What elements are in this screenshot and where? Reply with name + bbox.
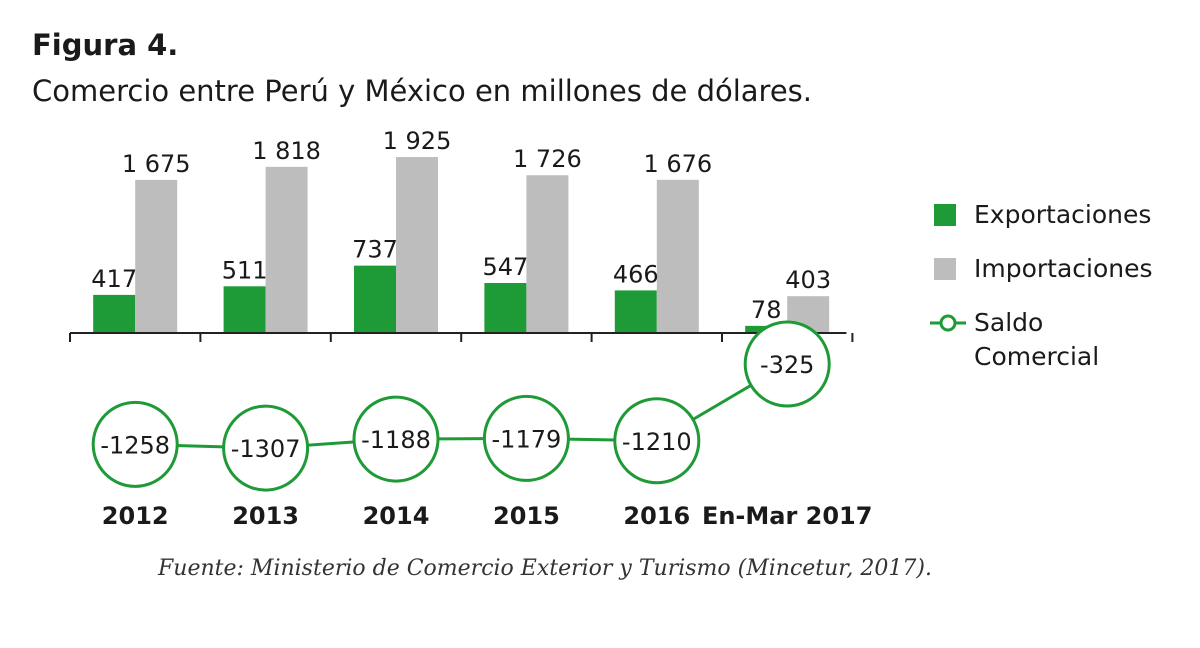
label-balance-4: -1210 <box>622 428 692 456</box>
legend-item-imports: Importaciones <box>930 252 1180 286</box>
label-balance-5: -325 <box>760 351 814 379</box>
legend-label-imports: Importaciones <box>974 254 1153 283</box>
balance-point-4 <box>613 397 701 485</box>
balance-point-0 <box>91 400 179 488</box>
labels-layer: 417 1 675 2012 511 1 818 2013 737 1 925 2014 547 1… <box>91 127 872 530</box>
legend-swatch-balance <box>930 314 966 332</box>
label-imports-4: 1 676 <box>643 150 712 178</box>
balance-point-3 <box>482 394 570 482</box>
label-exports-3: 547 <box>482 253 528 281</box>
bar-imports-1 <box>265 166 308 333</box>
bar-exports-0 <box>93 294 136 333</box>
balance-point-2 <box>352 395 440 483</box>
label-imports-1: 1 818 <box>252 137 321 165</box>
bars-layer <box>93 157 830 333</box>
tick-label-4: 2016 <box>623 502 690 530</box>
label-exports-2: 737 <box>352 236 398 264</box>
bar-imports-3 <box>526 175 569 333</box>
label-balance-2: -1188 <box>361 426 431 454</box>
legend-label-balance-1: Saldo <box>974 308 1044 337</box>
label-imports-3: 1 726 <box>513 145 582 173</box>
x-axis <box>69 332 854 342</box>
label-balance-3: -1179 <box>492 425 562 453</box>
bar-imports-4 <box>656 179 699 333</box>
figure-label: Figura 4. <box>32 28 179 62</box>
source-note: Fuente: Ministerio de Comercio Exterior … <box>158 556 932 581</box>
balance-point-5 <box>743 320 831 408</box>
label-exports-5: 78 <box>751 296 782 324</box>
legend-item-balance: Saldo Comercial <box>930 306 1180 378</box>
label-imports-2: 1 925 <box>383 127 452 155</box>
label-balance-0: -1258 <box>100 431 170 459</box>
label-exports-4: 466 <box>613 260 659 288</box>
legend: Exportaciones Importaciones Saldo Comerc… <box>930 198 1180 378</box>
bar-exports-1 <box>223 286 266 333</box>
label-imports-5: 403 <box>785 266 831 294</box>
label-imports-0: 1 675 <box>122 150 191 178</box>
legend-item-exports: Exportaciones <box>930 198 1180 232</box>
legend-swatch-imports <box>934 258 956 280</box>
chart-title: Comercio entre Perú y México en millones… <box>32 74 812 108</box>
legend-swatch-exports <box>934 204 956 226</box>
balance-line-layer: -1258 -1307 -1188 -1179 -1210 -325 <box>91 320 831 492</box>
label-exports-0: 417 <box>91 265 137 293</box>
balance-point-1 <box>222 404 310 492</box>
bar-exports-4 <box>614 290 657 333</box>
tick-label-3: 2015 <box>493 502 560 530</box>
label-balance-1: -1307 <box>231 435 301 463</box>
bar-imports-2 <box>396 157 438 333</box>
label-exports-1: 511 <box>222 256 268 284</box>
bar-exports-3 <box>484 283 527 333</box>
tick-label-5: En-Mar 2017 <box>702 502 873 530</box>
tick-label-0: 2012 <box>102 502 169 530</box>
legend-label-balance-2: Comercial <box>974 342 1100 371</box>
legend-label-exports: Exportaciones <box>974 200 1152 229</box>
tick-label-2: 2014 <box>363 502 430 530</box>
bar-imports-0 <box>135 179 178 333</box>
tick-label-1: 2013 <box>232 502 299 530</box>
bar-exports-2 <box>354 265 396 333</box>
